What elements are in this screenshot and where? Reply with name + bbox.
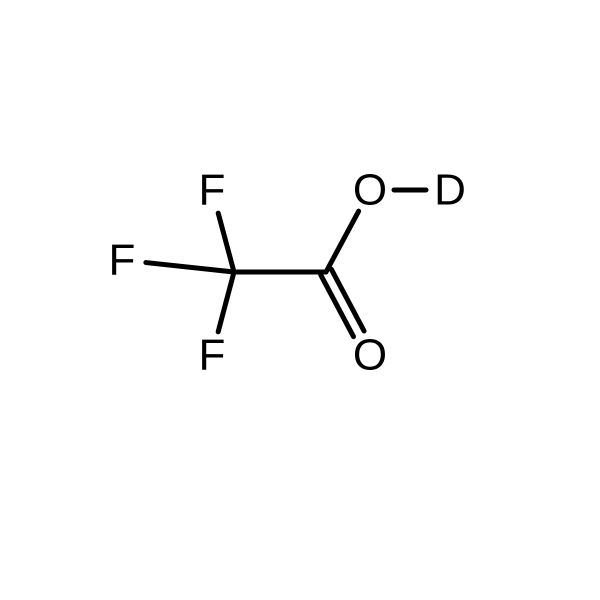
atom-label-o: O [353, 166, 387, 215]
bond [146, 263, 234, 272]
atom-label-f: F [109, 236, 136, 285]
atom-label-f: F [199, 166, 226, 215]
bond [218, 272, 234, 332]
atom-label-f: F [199, 331, 226, 380]
atom-label-d: D [434, 166, 466, 215]
bond [218, 213, 234, 272]
chemical-structure: FFFODO [0, 0, 600, 600]
bond [326, 211, 359, 272]
atom-label-o: O [353, 331, 387, 380]
